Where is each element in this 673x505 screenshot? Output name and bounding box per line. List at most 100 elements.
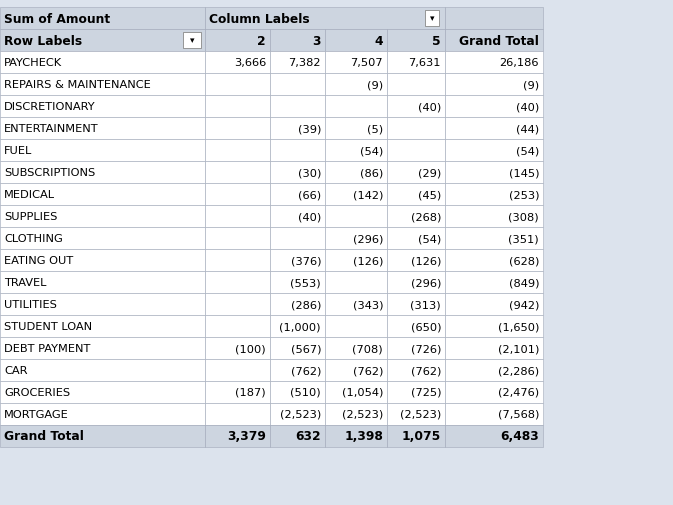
Text: CAR: CAR bbox=[4, 365, 28, 375]
Bar bbox=[445, 52, 543, 74]
Bar bbox=[445, 118, 543, 140]
Text: MORTGAGE: MORTGAGE bbox=[4, 409, 69, 419]
Bar bbox=[325, 52, 387, 74]
Text: (343): (343) bbox=[353, 299, 383, 310]
Text: (628): (628) bbox=[509, 256, 539, 266]
Bar bbox=[387, 228, 445, 249]
Text: (253): (253) bbox=[509, 189, 539, 199]
Bar bbox=[270, 403, 325, 425]
Text: (1,650): (1,650) bbox=[497, 321, 539, 331]
Bar bbox=[270, 228, 325, 249]
Text: (86): (86) bbox=[360, 168, 383, 178]
Bar bbox=[270, 249, 325, 272]
Text: (54): (54) bbox=[418, 233, 441, 243]
Bar bbox=[270, 316, 325, 337]
Text: (708): (708) bbox=[353, 343, 383, 354]
Bar bbox=[0, 359, 205, 381]
Text: (849): (849) bbox=[509, 277, 539, 287]
Text: (66): (66) bbox=[298, 189, 321, 199]
Bar bbox=[270, 206, 325, 228]
Bar bbox=[325, 228, 387, 249]
Text: (286): (286) bbox=[291, 299, 321, 310]
Bar bbox=[445, 228, 543, 249]
Bar bbox=[445, 425, 543, 447]
Text: 7,507: 7,507 bbox=[351, 58, 383, 68]
Text: (30): (30) bbox=[297, 168, 321, 178]
Bar bbox=[205, 249, 270, 272]
Text: (40): (40) bbox=[297, 212, 321, 222]
Text: (762): (762) bbox=[291, 365, 321, 375]
Bar bbox=[387, 96, 445, 118]
Text: Sum of Amount: Sum of Amount bbox=[4, 13, 110, 25]
Bar bbox=[325, 162, 387, 184]
Bar bbox=[205, 8, 445, 30]
Bar bbox=[0, 381, 205, 403]
Bar bbox=[205, 184, 270, 206]
Bar bbox=[0, 96, 205, 118]
Text: REPAIRS & MAINTENANCE: REPAIRS & MAINTENANCE bbox=[4, 80, 151, 90]
Bar bbox=[325, 140, 387, 162]
Text: 2: 2 bbox=[257, 34, 266, 47]
Bar bbox=[205, 337, 270, 359]
Bar bbox=[325, 403, 387, 425]
Bar bbox=[325, 359, 387, 381]
Bar bbox=[325, 316, 387, 337]
Bar bbox=[205, 425, 270, 447]
Text: (100): (100) bbox=[236, 343, 266, 354]
Bar bbox=[205, 52, 270, 74]
Bar bbox=[205, 118, 270, 140]
Bar bbox=[325, 249, 387, 272]
Text: (7,568): (7,568) bbox=[497, 409, 539, 419]
Text: 26,186: 26,186 bbox=[499, 58, 539, 68]
Text: SUPPLIES: SUPPLIES bbox=[4, 212, 57, 222]
Bar bbox=[387, 381, 445, 403]
Bar bbox=[205, 272, 270, 293]
Bar bbox=[0, 30, 205, 52]
Text: (510): (510) bbox=[290, 387, 321, 397]
Text: (187): (187) bbox=[236, 387, 266, 397]
Bar bbox=[0, 403, 205, 425]
Bar bbox=[445, 249, 543, 272]
Text: 1,075: 1,075 bbox=[402, 430, 441, 442]
Text: (296): (296) bbox=[411, 277, 441, 287]
Bar bbox=[0, 118, 205, 140]
Text: CLOTHING: CLOTHING bbox=[4, 233, 63, 243]
Bar bbox=[205, 359, 270, 381]
Bar bbox=[183, 33, 201, 49]
Bar bbox=[0, 337, 205, 359]
Text: 3,666: 3,666 bbox=[234, 58, 266, 68]
Text: 5: 5 bbox=[432, 34, 441, 47]
Text: ENTERTAINMENT: ENTERTAINMENT bbox=[4, 124, 99, 134]
Text: (145): (145) bbox=[509, 168, 539, 178]
Text: Grand Total: Grand Total bbox=[4, 430, 84, 442]
Bar bbox=[205, 316, 270, 337]
Text: (567): (567) bbox=[291, 343, 321, 354]
Text: Grand Total: Grand Total bbox=[459, 34, 539, 47]
Bar bbox=[0, 8, 205, 30]
Text: (376): (376) bbox=[291, 256, 321, 266]
Text: UTILITIES: UTILITIES bbox=[4, 299, 57, 310]
Text: PAYCHECK: PAYCHECK bbox=[4, 58, 62, 68]
Bar bbox=[445, 359, 543, 381]
Text: 7,631: 7,631 bbox=[409, 58, 441, 68]
Text: (2,101): (2,101) bbox=[497, 343, 539, 354]
Bar bbox=[205, 381, 270, 403]
Text: (40): (40) bbox=[418, 102, 441, 112]
Text: (54): (54) bbox=[516, 146, 539, 156]
Bar bbox=[205, 228, 270, 249]
Text: (725): (725) bbox=[411, 387, 441, 397]
Text: (2,523): (2,523) bbox=[400, 409, 441, 419]
Bar bbox=[270, 184, 325, 206]
Bar bbox=[270, 96, 325, 118]
Text: (762): (762) bbox=[353, 365, 383, 375]
Bar bbox=[387, 316, 445, 337]
Bar bbox=[0, 249, 205, 272]
Bar bbox=[270, 30, 325, 52]
Text: (5): (5) bbox=[367, 124, 383, 134]
Bar bbox=[0, 52, 205, 74]
Text: DISCRETIONARY: DISCRETIONARY bbox=[4, 102, 96, 112]
Bar bbox=[270, 359, 325, 381]
Bar bbox=[445, 293, 543, 316]
Bar bbox=[270, 162, 325, 184]
Bar bbox=[445, 162, 543, 184]
